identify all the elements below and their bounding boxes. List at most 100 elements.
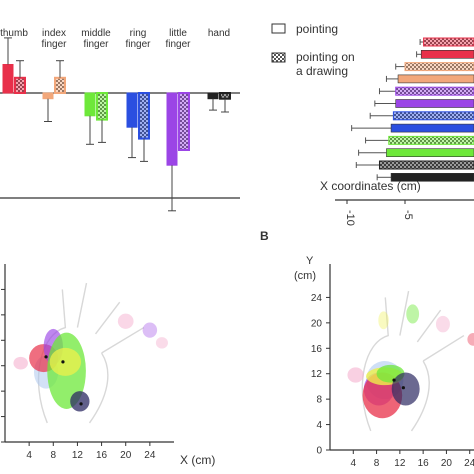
finger-ellipse — [142, 322, 158, 338]
x-tick-label: 12 — [394, 458, 406, 469]
x-coordinate-box-chart: -10 -5 X coordinates (cm) — [320, 37, 474, 226]
hbar — [393, 111, 474, 120]
finger-ellipse — [406, 304, 420, 324]
finger-ellipse — [70, 391, 90, 412]
hbar-tint — [392, 111, 474, 121]
category-label: middle finger — [81, 28, 111, 50]
bar-tint — [220, 93, 230, 99]
category-label: thumb — [0, 28, 28, 39]
category-label: hand — [208, 28, 230, 39]
finger-ellipse — [49, 347, 82, 376]
hbar — [390, 173, 474, 182]
category-label-line: finger — [125, 39, 151, 50]
hbar-tint — [395, 86, 474, 96]
category-label: little finger — [165, 28, 191, 50]
y-axis-title: Y (cm) — [294, 255, 316, 282]
mean-point — [79, 402, 83, 406]
finger-ellipse — [347, 367, 364, 383]
bar — [42, 92, 54, 100]
bar — [178, 92, 190, 151]
x-tick-label: 4 — [351, 458, 357, 469]
finger-ellipse — [435, 315, 450, 333]
legend: pointing pointing on a drawing — [271, 22, 355, 78]
bar-tint — [179, 93, 189, 150]
y-tick-label: 0 — [316, 446, 322, 457]
mean-point — [392, 378, 396, 382]
right-ellipse-plot: 4 8 12 16 20 24 0 4 8 12 16 20 24 Y (cm) — [294, 255, 474, 469]
category-label-line: middle — [81, 28, 111, 39]
x-axis-title: X coordinates (cm) — [320, 179, 421, 193]
category-label-line: finger — [41, 39, 67, 50]
y-tick-label: 20 — [311, 318, 323, 329]
bar-tint — [55, 77, 65, 93]
hbar — [390, 123, 474, 133]
y-axis-title-line: Y — [306, 255, 314, 267]
x-tick-label: 12 — [72, 450, 84, 461]
hbar — [386, 148, 474, 157]
hbar-tint — [388, 135, 474, 145]
y-tick-label: 24 — [311, 293, 323, 304]
category-label-line: finger — [165, 39, 191, 50]
x-tick-label: 24 — [144, 450, 156, 461]
finger-ellipse — [391, 372, 420, 406]
bar-tint — [97, 93, 107, 120]
category-label-line: little — [169, 28, 187, 39]
hbar — [379, 161, 474, 169]
finger-ellipse — [117, 313, 134, 329]
legend-label-line: pointing on — [296, 50, 355, 64]
x-tick-label: -10 — [344, 210, 356, 226]
category-label-line: thumb — [0, 28, 28, 39]
category-label: ring finger — [125, 28, 151, 50]
legend-swatch-checkered — [271, 52, 286, 63]
finger-ellipse — [378, 311, 389, 330]
legend-label-pointing: pointing — [296, 22, 338, 36]
hbar — [405, 62, 474, 71]
bar — [84, 92, 96, 117]
y-tick-label: 12 — [311, 369, 323, 380]
hbar — [397, 74, 474, 84]
category-label: index finger — [41, 28, 67, 50]
x-tick-label: -5 — [402, 210, 414, 220]
x-tick-label: 8 — [51, 450, 57, 461]
category-label-line: ring — [130, 28, 147, 39]
x-tick-label: 24 — [464, 458, 474, 469]
bar — [2, 64, 14, 94]
x-tick-label: 16 — [418, 458, 430, 469]
hbar-tint — [378, 160, 474, 170]
hbar — [395, 99, 474, 108]
mean-point — [401, 386, 405, 390]
hbar — [423, 38, 474, 46]
legend-swatch-solid — [271, 23, 286, 34]
category-label-line: finger — [83, 39, 109, 50]
hbar — [420, 49, 474, 59]
left-ellipse-plot: 4 8 12 16 20 24 X (cm) — [1, 264, 215, 467]
y-tick-label: 8 — [316, 395, 322, 406]
x-tick-label: 20 — [120, 450, 132, 461]
hbar — [388, 136, 474, 145]
finger-ellipse — [467, 333, 474, 346]
finger-ellipse — [155, 337, 168, 349]
mean-point — [44, 355, 48, 359]
bar-tint — [139, 93, 149, 139]
bar — [166, 92, 178, 166]
panel-b-label: B — [260, 229, 269, 243]
hand-outline — [361, 290, 465, 432]
legend-label-line: a drawing — [296, 64, 348, 78]
y-tick-label: 4 — [316, 420, 322, 431]
x-tick-label: 16 — [96, 450, 108, 461]
hbar — [395, 87, 474, 96]
hbar-tint — [423, 37, 474, 47]
bar — [207, 92, 219, 100]
bar — [126, 92, 138, 128]
x-tick-label: 20 — [441, 458, 453, 469]
mean-point — [61, 360, 65, 364]
x-tick-label: 4 — [26, 450, 32, 461]
hbar-tint — [404, 62, 474, 72]
y-axis-title-line: (cm) — [294, 270, 316, 282]
finger-ellipse — [13, 356, 28, 370]
category-label-line: hand — [208, 28, 230, 39]
x-tick-label: 8 — [374, 458, 380, 469]
x-axis-title: X (cm) — [180, 453, 215, 467]
